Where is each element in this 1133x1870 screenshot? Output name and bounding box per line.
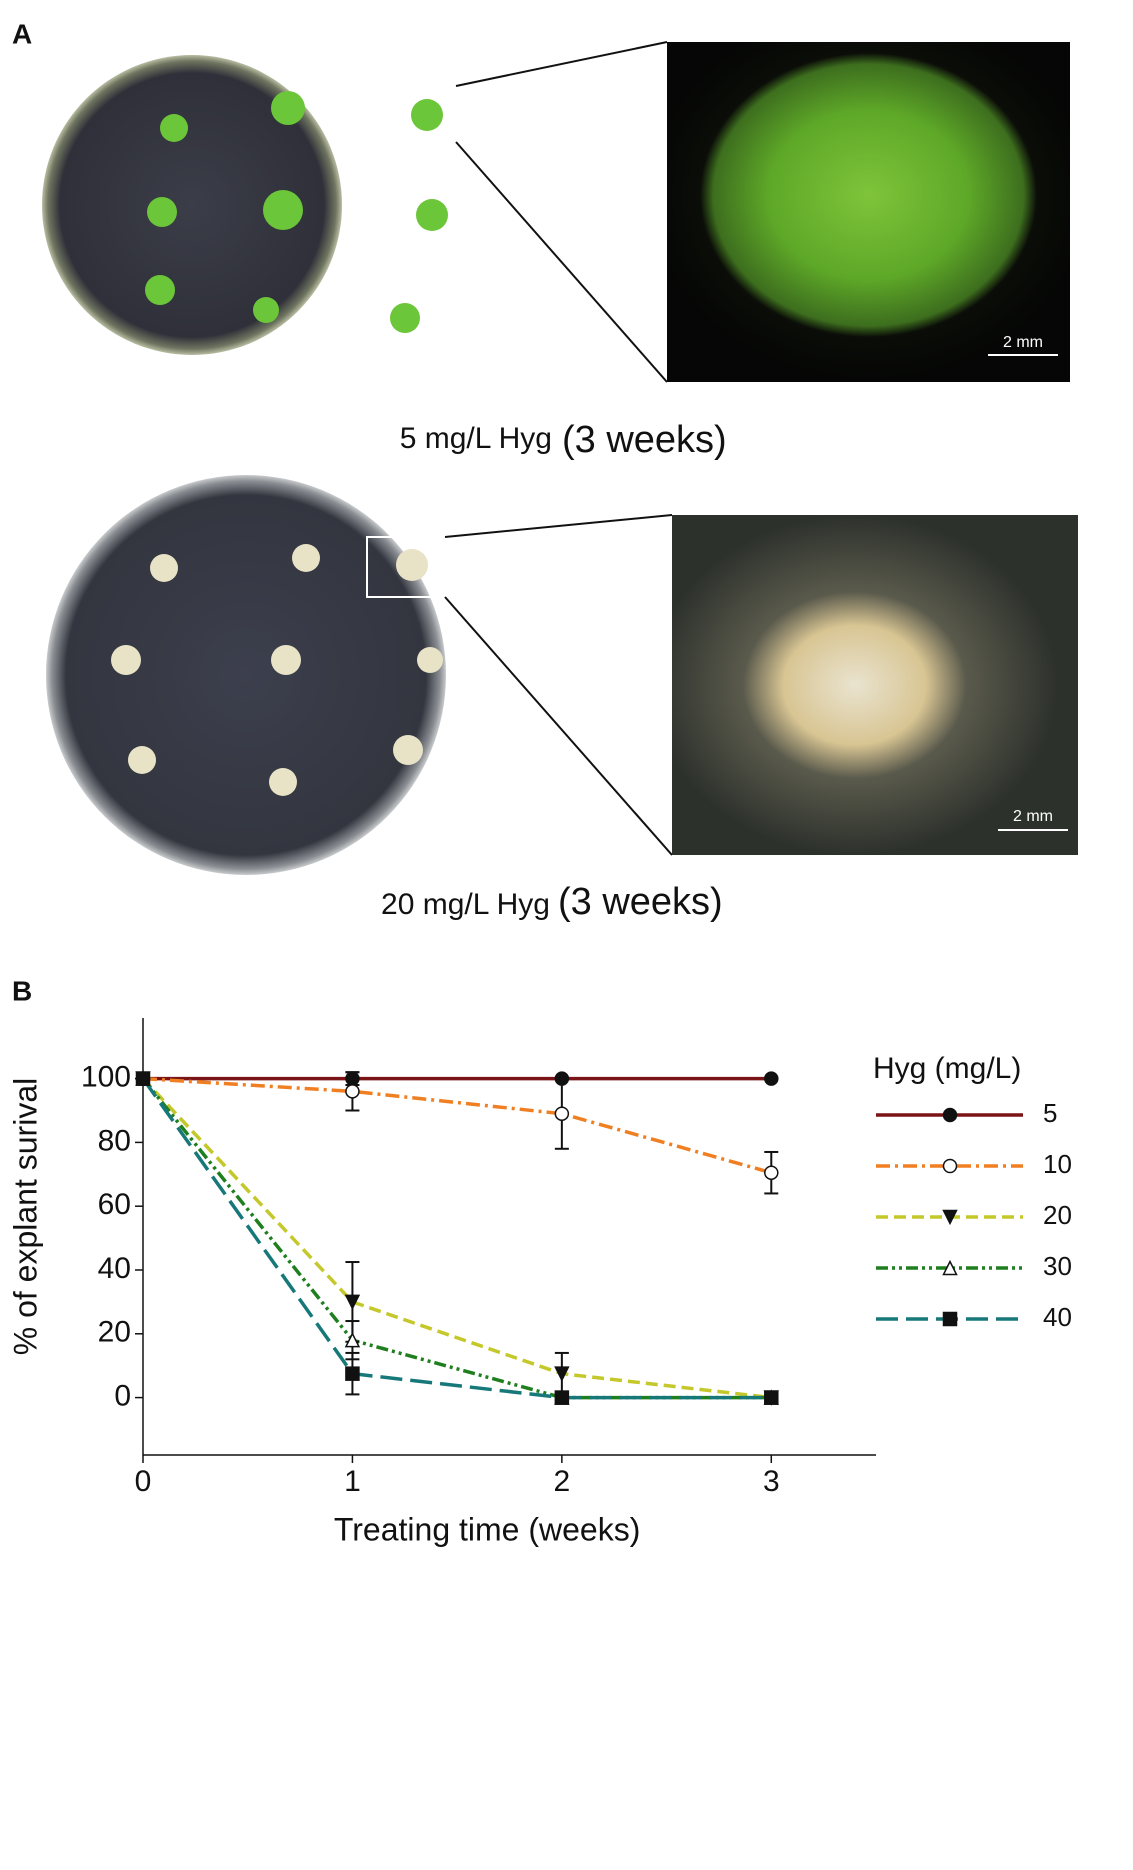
marker xyxy=(554,1366,570,1382)
caption-duration: (3 weeks) xyxy=(558,881,723,923)
y-tick-label: 20 xyxy=(98,1316,131,1349)
marker xyxy=(942,1209,958,1226)
x-tick-label: 1 xyxy=(344,1465,361,1498)
legend-entry: 10 xyxy=(876,1149,1072,1179)
marker xyxy=(764,1390,779,1405)
marker xyxy=(135,1071,151,1086)
legend-entry: 20 xyxy=(876,1200,1072,1230)
panel-label: A xyxy=(12,18,32,49)
series-line xyxy=(142,1076,772,1175)
marker xyxy=(344,1294,361,1311)
marker xyxy=(942,1259,958,1276)
caption: 5 mg/L Hyg xyxy=(400,422,552,455)
marker xyxy=(764,1165,779,1180)
x-axis-label: Treating time (weeks) xyxy=(334,1511,640,1547)
zoom-line xyxy=(444,596,673,856)
zoom-line xyxy=(455,41,668,87)
y-tick-label: 40 xyxy=(98,1252,131,1285)
legend-label: 30 xyxy=(1043,1251,1072,1281)
series-line xyxy=(141,1077,772,1400)
zoom-photo xyxy=(667,42,1070,382)
explants xyxy=(145,91,448,333)
scale-bar-label: 2 mm xyxy=(1013,808,1053,825)
y-tick-label: 100 xyxy=(81,1061,131,1094)
legend-entry: 40 xyxy=(876,1302,1072,1332)
legend-label: 40 xyxy=(1043,1302,1072,1332)
y-axis-label: % of explant surival xyxy=(7,1078,43,1355)
marker xyxy=(764,1071,779,1086)
marker xyxy=(554,1106,570,1121)
petri-dish xyxy=(46,475,446,875)
series-line xyxy=(141,1077,772,1400)
marker xyxy=(942,1158,958,1174)
legend-label: 10 xyxy=(1043,1149,1072,1179)
zoom-line xyxy=(455,141,668,383)
legend-label: 5 xyxy=(1043,1098,1057,1128)
x-tick-label: 3 xyxy=(763,1465,780,1498)
zoom-photo xyxy=(672,515,1078,855)
series-line xyxy=(141,1077,772,1400)
zoom-line xyxy=(444,514,673,538)
petri-dish xyxy=(42,55,342,355)
marker xyxy=(345,1366,360,1381)
marker xyxy=(942,1107,958,1123)
legend-label: 20 xyxy=(1043,1200,1072,1230)
marker xyxy=(942,1311,958,1327)
panel-label: B xyxy=(12,975,32,1006)
x-tick-label: 0 xyxy=(135,1465,152,1498)
zoom-box xyxy=(366,536,446,598)
legend-entry: 30 xyxy=(876,1251,1072,1281)
marker xyxy=(345,1084,360,1099)
scale-bar-label: 2 mm xyxy=(1003,334,1043,351)
y-tick-label: 80 xyxy=(98,1124,131,1157)
legend-title: Hyg (mg/L) xyxy=(873,1052,1021,1085)
chart: 0 20 40 60 80 100 0 1 2 3 Treating time (weeks) % o… xyxy=(7,1018,1072,1547)
explants xyxy=(111,544,443,796)
caption: 20 mg/L Hyg xyxy=(381,888,550,921)
y-tick-label: 60 xyxy=(98,1188,131,1221)
x-tick-label: 2 xyxy=(554,1465,571,1498)
marker xyxy=(554,1390,570,1405)
zoom-box xyxy=(396,85,457,143)
caption-duration: (3 weeks) xyxy=(562,419,727,461)
panel-a: A 2 mm 5 mg/L Hyg (3 weeks) 2 mm 20 mg/L… xyxy=(12,18,1078,923)
legend-entry: 5 xyxy=(876,1098,1057,1128)
y-tick-label: 0 xyxy=(114,1380,131,1413)
marker xyxy=(344,1331,361,1348)
